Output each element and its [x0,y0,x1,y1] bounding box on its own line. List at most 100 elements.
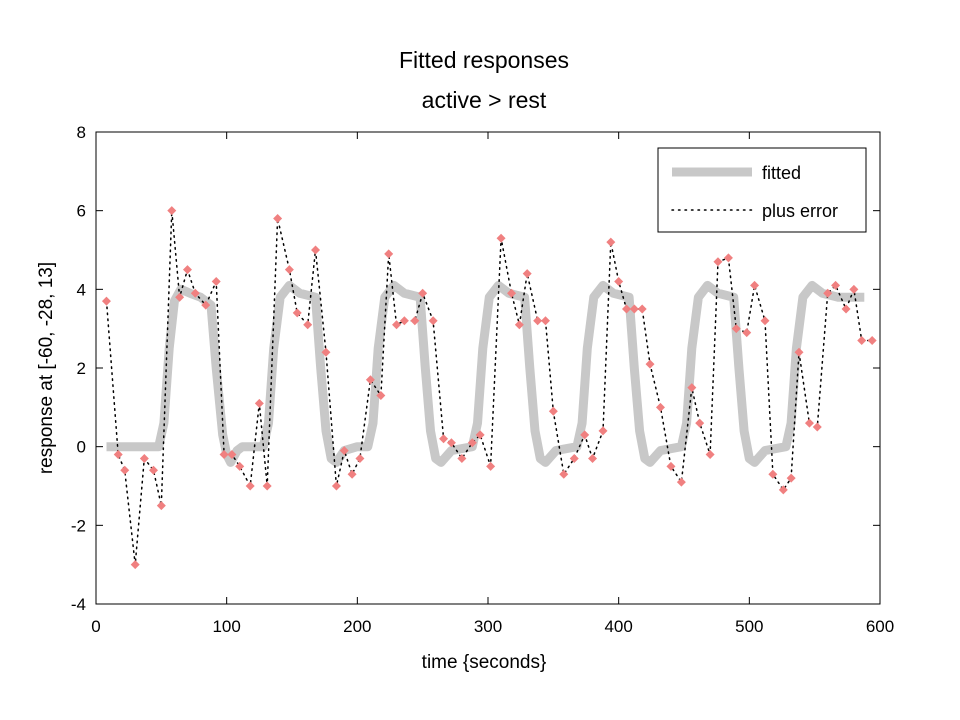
plus-error-point [321,347,331,357]
plus-error-point [376,391,386,401]
plus-error-point [548,406,558,416]
plus-error-point [723,253,733,263]
plus-error-point [637,304,647,314]
y-tick-label: 6 [77,202,86,221]
plus-error-point [457,453,467,463]
plus-error-point [496,233,506,243]
plus-error-point [778,485,788,495]
legend: fitted plus error [657,147,867,233]
x-axis-ticks: 0 100 200 300 400 500 600 [91,132,894,636]
plus-error-point [284,265,294,275]
plus-error-point [439,434,449,444]
plus-error-point [629,304,639,314]
y-axis-ticks: -4 -2 0 2 4 6 8 [71,123,880,614]
plus-error-point [331,481,341,491]
plus-error-point [347,469,357,479]
plus-error-point [540,316,550,326]
plus-error-point [292,308,302,318]
plus-error-point [365,375,375,385]
plus-error-point [182,265,192,275]
plus-error-point [514,320,524,330]
plus-error-point [676,477,686,487]
plus-error-point [167,206,177,216]
plus-error-point [522,269,532,279]
plus-error-point [713,257,723,267]
plus-error-point [245,481,255,491]
plus-error-point [392,320,402,330]
y-tick-label: 2 [77,359,86,378]
plus-error-point [211,276,221,286]
fitted-series-line [106,280,865,467]
plus-error-point [410,316,420,326]
legend-box [657,147,867,233]
plus-error-point [804,418,814,428]
plus-error-point [786,473,796,483]
plus-error-point [750,280,760,290]
plus-error-point [303,320,313,330]
plus-error-point [645,359,655,369]
plus-error-point [399,316,409,326]
y-tick-label: 8 [77,123,86,142]
plus-error-point [823,288,833,298]
plus-error-point [139,453,149,463]
plus-error-point [614,276,624,286]
plus-error-point [148,465,158,475]
legend-error-label: plus error [762,201,838,221]
plus-error-point [857,335,867,345]
plus-error-point [606,237,616,247]
plus-error-point [355,453,365,463]
plus-error-point [384,249,394,259]
plus-error-point [812,422,822,432]
plus-error-point [428,316,438,326]
plus-error-point [794,347,804,357]
x-tick-label: 500 [735,617,763,636]
y-tick-label: 4 [77,280,86,299]
plus-error-point [120,465,130,475]
plus-error-point [262,481,272,491]
plus-error-point [175,292,185,302]
plus-error-point [101,296,111,306]
chart-subtitle: active > rest [422,87,547,113]
y-axis-label: response at [-60, -28, 13] [36,262,57,474]
plus-error-point [695,418,705,428]
plus-error-point [760,316,770,326]
plus-error-point [156,501,166,511]
chart-title: Fitted responses [399,47,569,73]
plus-error-point [190,288,200,298]
legend-fitted-label: fitted [762,163,801,183]
plus-error-point [831,280,841,290]
plus-error-point [742,328,752,338]
plus-error-point [311,245,321,255]
plus-error-point [569,453,579,463]
x-tick-label: 200 [343,617,371,636]
plus-error-point [655,402,665,412]
plus-error-point [475,430,485,440]
plus-error-point [339,446,349,456]
plus-error-point [418,288,428,298]
plus-error-point [666,461,676,471]
x-tick-label: 300 [474,617,502,636]
x-axis-label: time {seconds} [422,652,547,673]
plus-error-point [731,324,741,334]
plus-error-point [219,450,229,460]
x-tick-label: 600 [866,617,894,636]
x-tick-label: 400 [604,617,632,636]
plus-error-point [227,450,237,460]
plus-error-point [705,450,715,460]
plus-error-point [559,469,569,479]
plot-content [101,206,877,570]
y-tick-label: 0 [77,438,86,457]
plus-error-point [687,383,697,393]
plus-error-point [867,335,877,345]
plus-error-point [768,469,778,479]
plus-error-point [113,450,123,460]
plus-error-point [235,461,245,471]
plus-error-point [486,461,496,471]
plus-error-point [201,300,211,310]
y-tick-label: -4 [71,595,86,614]
plus-error-point [254,398,264,408]
plus-error-point [446,438,456,448]
plus-error-point [622,304,632,314]
plus-error-point [598,426,608,436]
plus-error-point [588,453,598,463]
